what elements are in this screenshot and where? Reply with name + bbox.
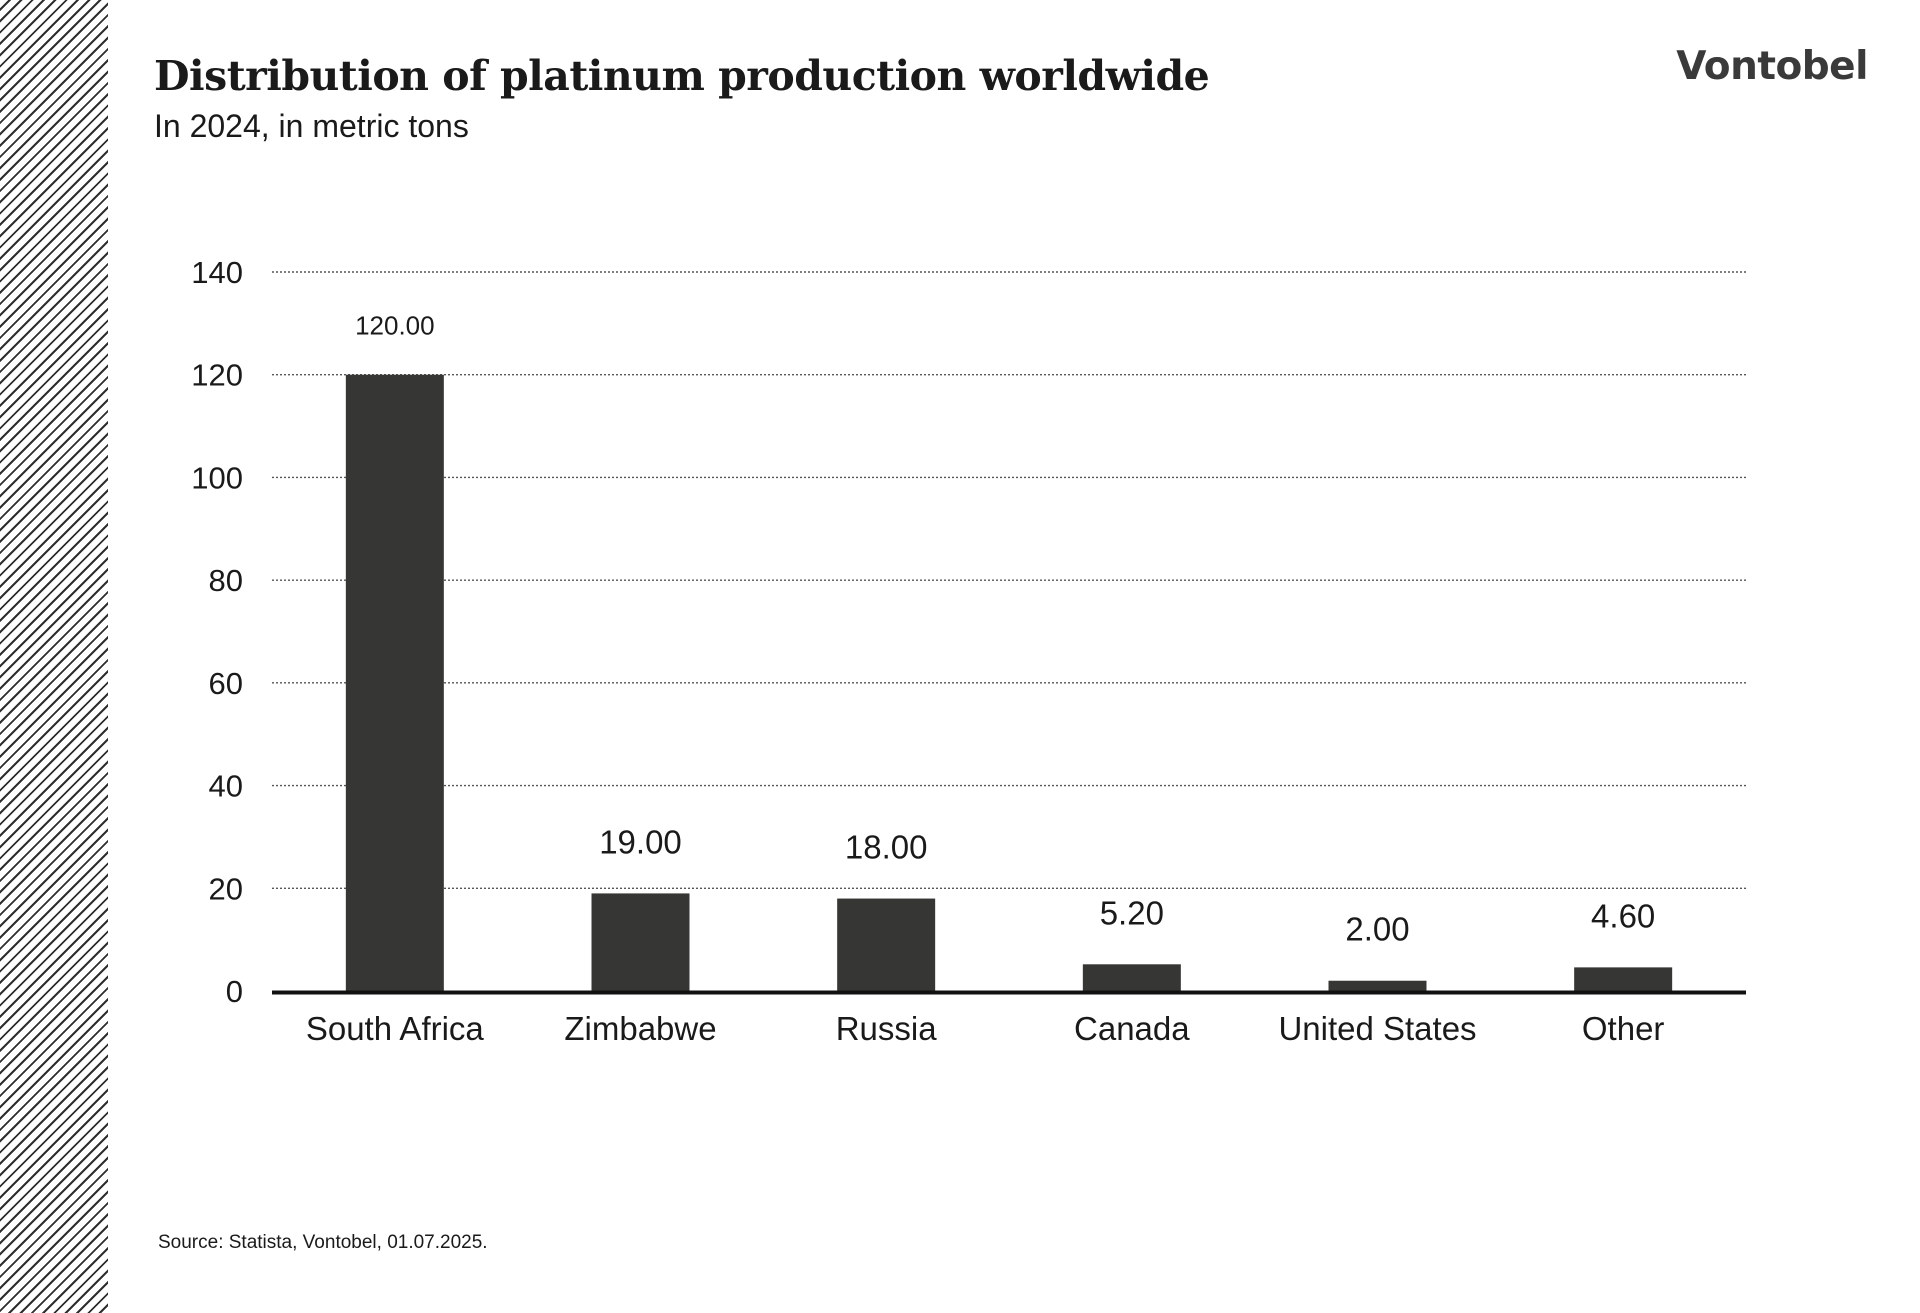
x-axis-tick-labels: South Africa Zimbabwe Russia Canada United S…: [306, 1010, 1665, 1047]
y-tick-label: 60: [209, 666, 243, 701]
bar: [1082, 964, 1181, 991]
y-tick-label: 80: [209, 563, 243, 598]
bars: [345, 374, 1673, 991]
source-note: Source: Statista, Vontobel, 01.07.2025.: [158, 1232, 488, 1253]
chart-subtitle: In 2024, in metric tons: [154, 108, 469, 144]
x-tick-label: Canada: [1074, 1010, 1190, 1047]
data-label: 18.00: [845, 829, 928, 866]
y-tick-label: 0: [226, 974, 243, 1009]
x-tick-label: Zimbabwe: [564, 1010, 716, 1047]
bar: [1574, 967, 1673, 991]
data-label: 19.00: [599, 823, 682, 860]
grid-lines: [272, 271, 1746, 889]
y-axis-tick-labels: 0 20 40 60 80 100 120 140: [191, 255, 243, 1009]
data-label: 120.00: [355, 311, 435, 341]
decorative-hatch-border: [0, 0, 108, 1313]
y-tick-label: 120: [191, 358, 243, 393]
y-tick-label: 140: [191, 255, 243, 290]
x-tick-label: Other: [1582, 1010, 1665, 1047]
chart-title: Distribution of platinum production worl…: [154, 52, 1210, 100]
x-tick-label: Russia: [836, 1010, 938, 1047]
x-tick-label: South Africa: [306, 1010, 485, 1047]
bar: [837, 898, 936, 991]
data-labels: 120.00 19.00 18.00 5.20 2.00 4.60: [355, 311, 1655, 948]
data-label: 2.00: [1345, 911, 1409, 948]
bar: [1328, 980, 1427, 991]
data-label: 5.20: [1100, 894, 1164, 931]
brand-logo: Vontobel: [1676, 44, 1868, 89]
x-tick-label: United States: [1278, 1010, 1476, 1047]
y-tick-label: 100: [191, 460, 243, 495]
y-tick-label: 40: [209, 769, 243, 804]
data-label: 4.60: [1591, 897, 1655, 934]
bar: [591, 893, 690, 991]
bar: [345, 374, 444, 991]
y-tick-label: 20: [209, 871, 243, 906]
